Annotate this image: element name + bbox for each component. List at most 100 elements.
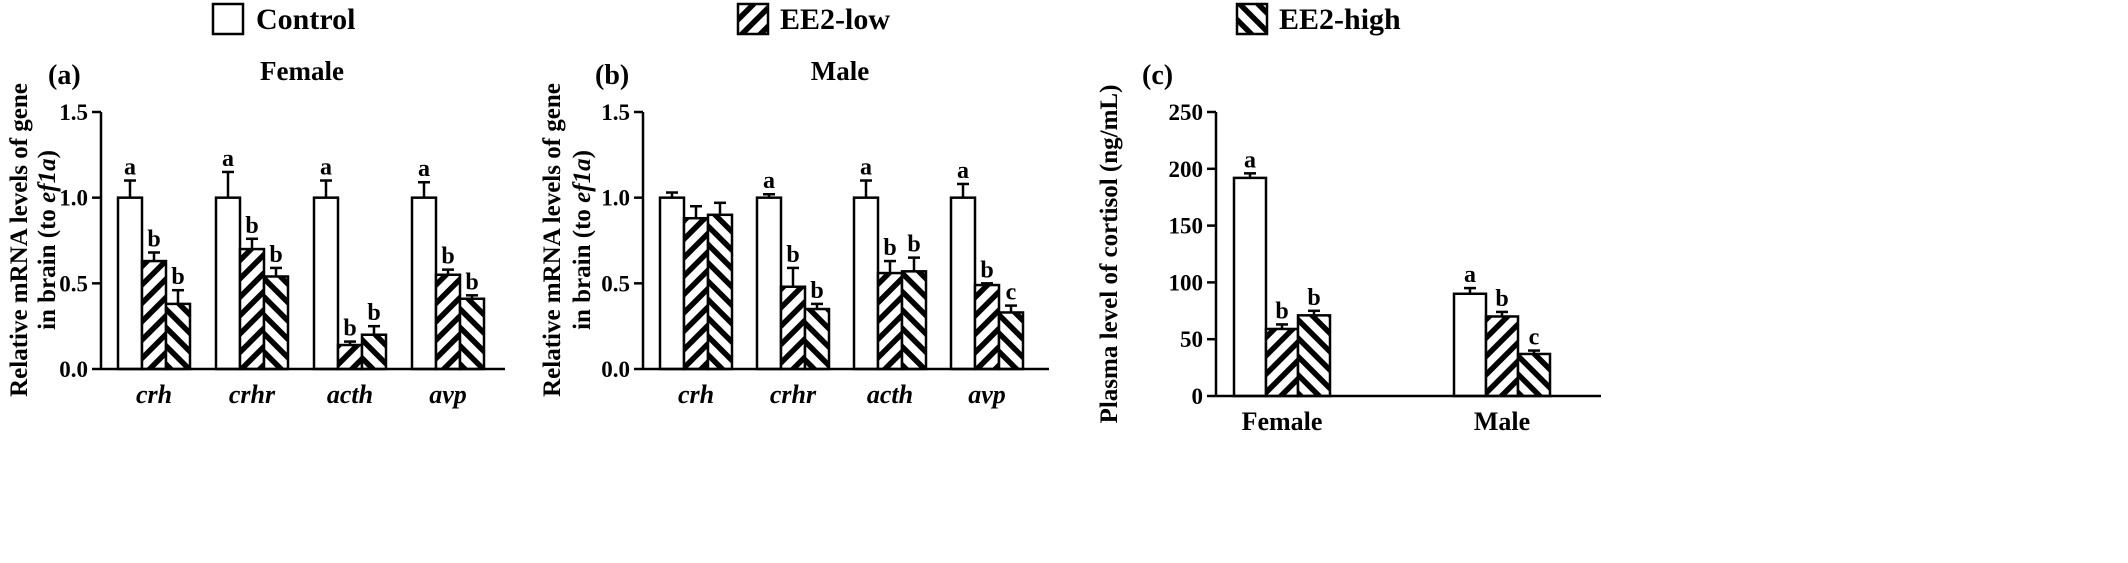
- significance-letter: b: [245, 213, 258, 239]
- significance-letter: b: [883, 235, 896, 261]
- legend-label-ee2-low: EE2-low: [780, 3, 890, 36]
- panel-b: (b) Male Relative mRNA levels of gene in br…: [539, 56, 1049, 409]
- y-tick-label: 250: [1169, 100, 1204, 125]
- significance-letter: a: [320, 155, 332, 181]
- bar-control-crh: [658, 196, 686, 371]
- bar-ee2-low-avp: [434, 273, 462, 371]
- bar-ee2-low-crh: [682, 216, 710, 371]
- significance-letter: b: [343, 316, 356, 342]
- panel-label: (c): [1142, 60, 1173, 91]
- significance-letter: b: [269, 242, 282, 268]
- y-tick-label: 0.0: [601, 357, 630, 382]
- significance-letter: b: [441, 244, 454, 270]
- legend-item-control: Control: [211, 2, 355, 36]
- y-tick-label: 0.0: [59, 357, 88, 382]
- y-tick-label: 0: [1192, 384, 1204, 409]
- bar-ee2-high-avp: [458, 297, 486, 371]
- y-tick-label: 1.5: [59, 100, 88, 125]
- panel-a: (a) Female Relative mRNA levels of gene in …: [6, 56, 505, 409]
- bar-ee2-high-crhr: [803, 307, 831, 371]
- x-tick-label-female: Female: [1242, 407, 1323, 436]
- x-tick-label-crhr: crhr: [770, 380, 817, 409]
- x-tick-label-crh: crh: [136, 380, 172, 409]
- y-axis-label: Relative mRNA levels of gene: [6, 83, 33, 397]
- significance-letter: b: [171, 264, 184, 290]
- y-tick-label: 1.0: [601, 186, 630, 211]
- bar-ee2-high-crh: [164, 302, 192, 371]
- y-tick-label: 1.0: [59, 186, 88, 211]
- significance-letter: a: [1244, 147, 1256, 173]
- legend-item-ee2-low: EE2-low: [736, 2, 890, 36]
- significance-letter: b: [1307, 285, 1320, 311]
- legend-item-ee2-high: EE2-high: [1235, 2, 1401, 36]
- bar-ee2-low-crh: [140, 259, 168, 371]
- x-tick-label-acth: acth: [327, 380, 373, 409]
- significance-letter: b: [1275, 298, 1288, 324]
- bar-ee2-high-avp: [997, 311, 1025, 371]
- significance-letter: a: [1464, 262, 1476, 288]
- x-tick-label-avp: avp: [968, 380, 1006, 409]
- panel-label: (b): [595, 60, 629, 91]
- chart-title: Female: [260, 56, 344, 86]
- significance-letter: b: [810, 278, 823, 304]
- x-tick-label-male: Male: [1474, 407, 1530, 436]
- bar-ee2-low-crhr: [779, 285, 807, 371]
- y-tick-label: 100: [1169, 270, 1204, 295]
- legend-swatch-ee2-high: [1235, 2, 1269, 36]
- significance-letter: b: [980, 257, 993, 283]
- significance-letter: a: [222, 146, 234, 172]
- bar-control-avp: [949, 196, 977, 371]
- bar-ee2-low-acth: [336, 343, 364, 371]
- panel-c: (c) Plasma level of cortisol (ng/mL) 0 50 10…: [1096, 60, 1601, 436]
- y-axis-label-line2: in brain (to ef1a): [34, 150, 61, 330]
- x-tick-label-avp: avp: [429, 380, 467, 409]
- y-tick-label: 200: [1169, 157, 1204, 182]
- significance-letter: b: [147, 226, 160, 252]
- significance-letter: c: [1529, 325, 1540, 351]
- bar-control-acth: [852, 196, 880, 371]
- y-tick-label: 0.5: [601, 271, 630, 296]
- bar-ee2-high-crhr: [262, 275, 290, 371]
- y-tick-label: 1.5: [601, 100, 630, 125]
- bar-ee2-low-crhr: [238, 247, 266, 371]
- y-tick-label: 0.5: [59, 271, 88, 296]
- bar-control-crh: [116, 196, 144, 371]
- significance-letter: b: [1495, 286, 1508, 312]
- significance-letter: a: [957, 158, 969, 184]
- significance-letter: b: [465, 269, 478, 295]
- bar-ee2-high-acth: [360, 333, 388, 371]
- significance-letter: b: [786, 242, 799, 268]
- legend: Control EE2-low EE2-high: [211, 2, 1401, 36]
- significance-letter: a: [763, 168, 775, 194]
- x-tick-label-acth: acth: [867, 380, 913, 409]
- bar-control-crhr: [755, 196, 783, 371]
- significance-letter: c: [1006, 280, 1017, 306]
- x-tick-label-crhr: crhr: [229, 380, 276, 409]
- significance-letter: a: [418, 156, 430, 182]
- legend-swatch-ee2-low: [736, 2, 770, 36]
- bar-control-female: [1232, 176, 1268, 398]
- y-axis-label: Plasma level of cortisol (ng/mL): [1096, 85, 1123, 424]
- bar-ee2-high-male: [1516, 352, 1552, 398]
- y-tick-label: 150: [1169, 214, 1204, 239]
- chart-title: Male: [811, 56, 869, 86]
- bar-control-acth: [312, 196, 340, 371]
- y-tick-label: 50: [1180, 327, 1203, 352]
- y-axis-label: Relative mRNA levels of gene: [539, 83, 566, 397]
- bar-ee2-low-male: [1484, 315, 1520, 398]
- significance-letter: b: [907, 232, 920, 258]
- bar-control-avp: [410, 196, 438, 371]
- legend-swatch-control: [211, 2, 245, 36]
- bar-ee2-high-female: [1296, 314, 1332, 398]
- y-axis-label-line2: in brain (to ef1a): [569, 150, 596, 330]
- x-tick-label-crh: crh: [678, 380, 714, 409]
- legend-label-control: Control: [256, 3, 355, 36]
- bar-ee2-low-avp: [973, 283, 1001, 371]
- bar-control-male: [1452, 292, 1488, 398]
- bar-ee2-high-acth: [900, 270, 928, 371]
- bar-ee2-high-crh: [706, 213, 734, 371]
- legend-label-ee2-high: EE2-high: [1279, 3, 1401, 36]
- significance-letter: a: [860, 155, 872, 181]
- significance-letter: b: [367, 300, 380, 326]
